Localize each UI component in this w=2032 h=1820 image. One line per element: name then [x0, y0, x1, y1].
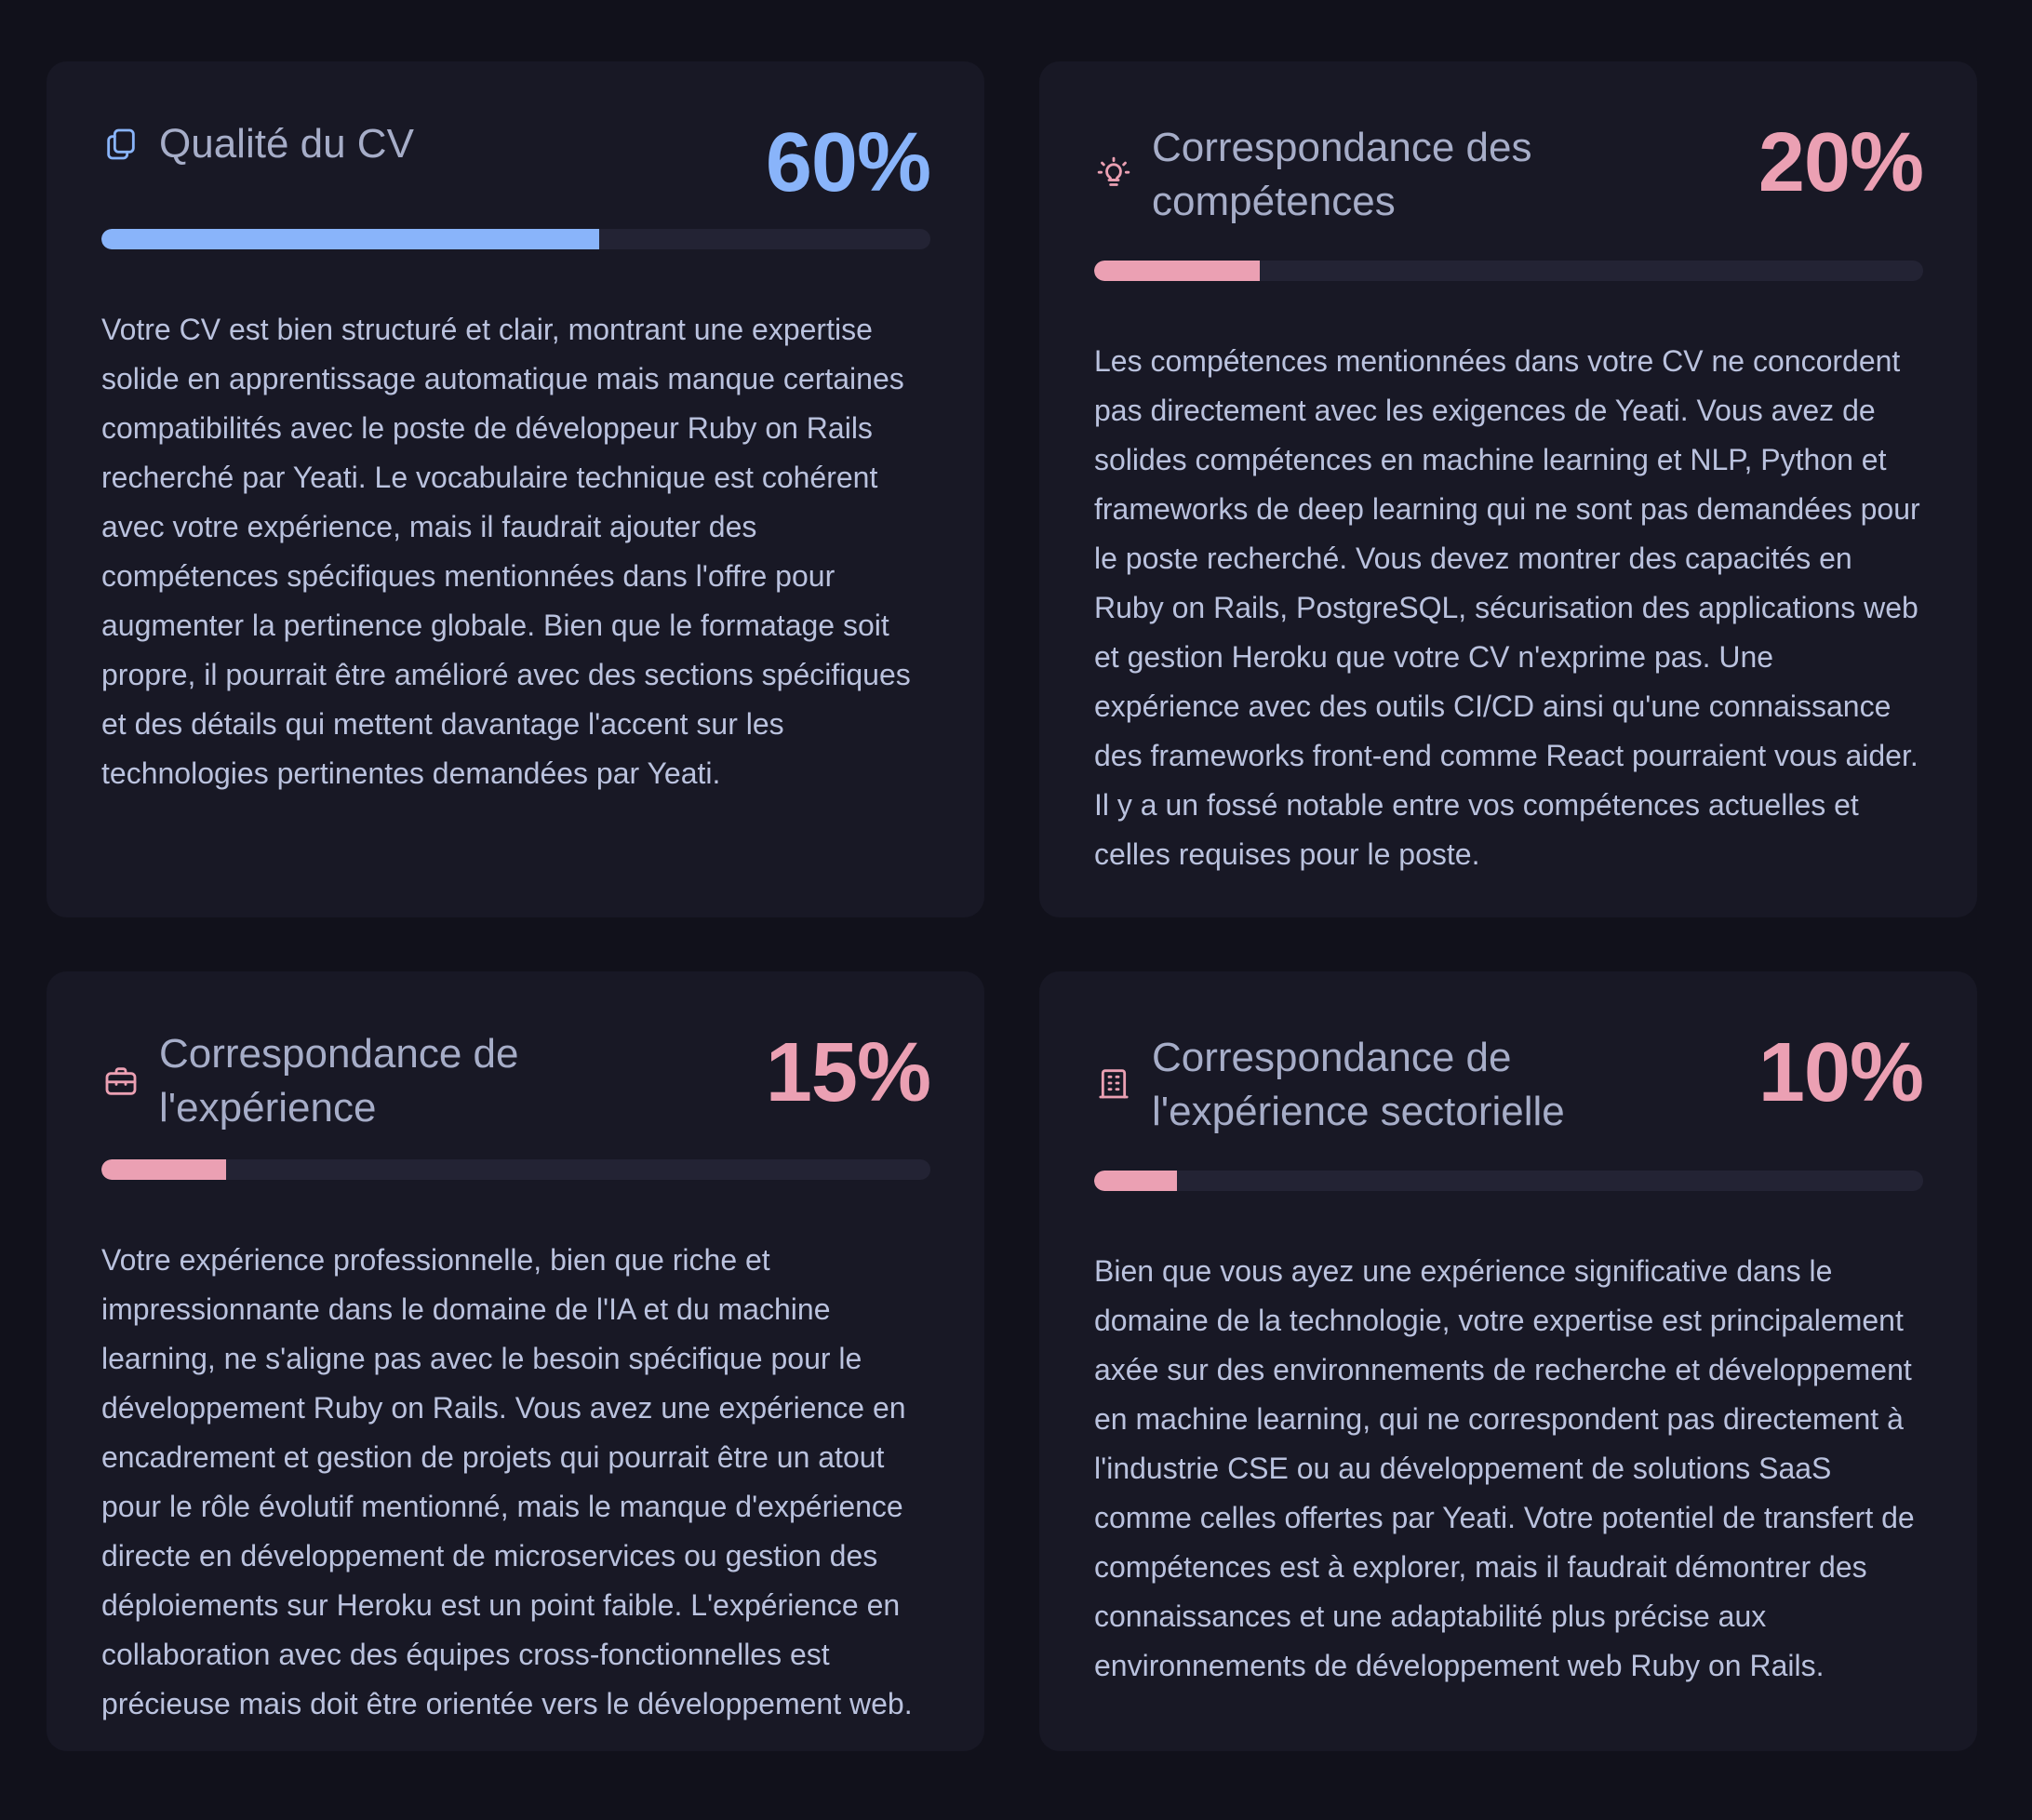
score-value: 15%	[765, 1026, 931, 1119]
card-header: Correspondance des compétences 20%	[1094, 116, 1924, 229]
card-title-group: Qualité du CV	[101, 117, 743, 171]
card-title-group: Correspondance de l'expérience sectoriel…	[1094, 1027, 1736, 1139]
score-value: 20%	[1758, 116, 1924, 209]
card-header: Correspondance de l'expérience 15%	[101, 1026, 931, 1135]
skills-match-card: Correspondance des compétences 20% Les c…	[1039, 61, 1977, 917]
card-title-group: Correspondance de l'expérience	[101, 1027, 743, 1135]
score-value: 60%	[765, 116, 931, 209]
card-description: Bien que vous ayez une expérience signif…	[1094, 1254, 1915, 1682]
progress-bar	[1094, 1171, 1923, 1191]
card-title: Correspondance de l'expérience	[159, 1031, 519, 1131]
card-description: Votre expérience professionnelle, bien q…	[101, 1243, 913, 1720]
progress-fill	[1094, 261, 1261, 281]
lightbulb-icon	[1094, 154, 1133, 193]
progress-fill	[101, 1159, 226, 1180]
card-title-group: Correspondance des compétences	[1094, 117, 1736, 229]
score-value: 10%	[1758, 1026, 1924, 1119]
card-description: Les compétences mentionnées dans votre C…	[1094, 344, 1920, 871]
cv-quality-card: Qualité du CV 60% Votre CV est bien stru…	[47, 61, 984, 917]
progress-bar	[101, 229, 930, 249]
card-title: Qualité du CV	[159, 121, 414, 167]
progress-bar	[101, 1159, 930, 1180]
briefcase-icon	[101, 1062, 140, 1101]
card-description: Votre CV est bien structuré et clair, mo…	[101, 313, 911, 790]
progress-fill	[101, 229, 599, 249]
building-icon	[1094, 1064, 1133, 1103]
industry-experience-card: Correspondance de l'expérience sectoriel…	[1039, 971, 1977, 1751]
card-title: Correspondance des compétences	[1152, 125, 1532, 224]
card-header: Qualité du CV 60%	[101, 116, 931, 209]
card-title: Correspondance de l'expérience sectoriel…	[1152, 1035, 1565, 1134]
copy-icon	[101, 125, 140, 164]
experience-match-card: Correspondance de l'expérience 15% Votre…	[47, 971, 984, 1751]
card-header: Correspondance de l'expérience sectoriel…	[1094, 1026, 1924, 1139]
progress-bar	[1094, 261, 1923, 281]
progress-fill	[1094, 1171, 1178, 1191]
